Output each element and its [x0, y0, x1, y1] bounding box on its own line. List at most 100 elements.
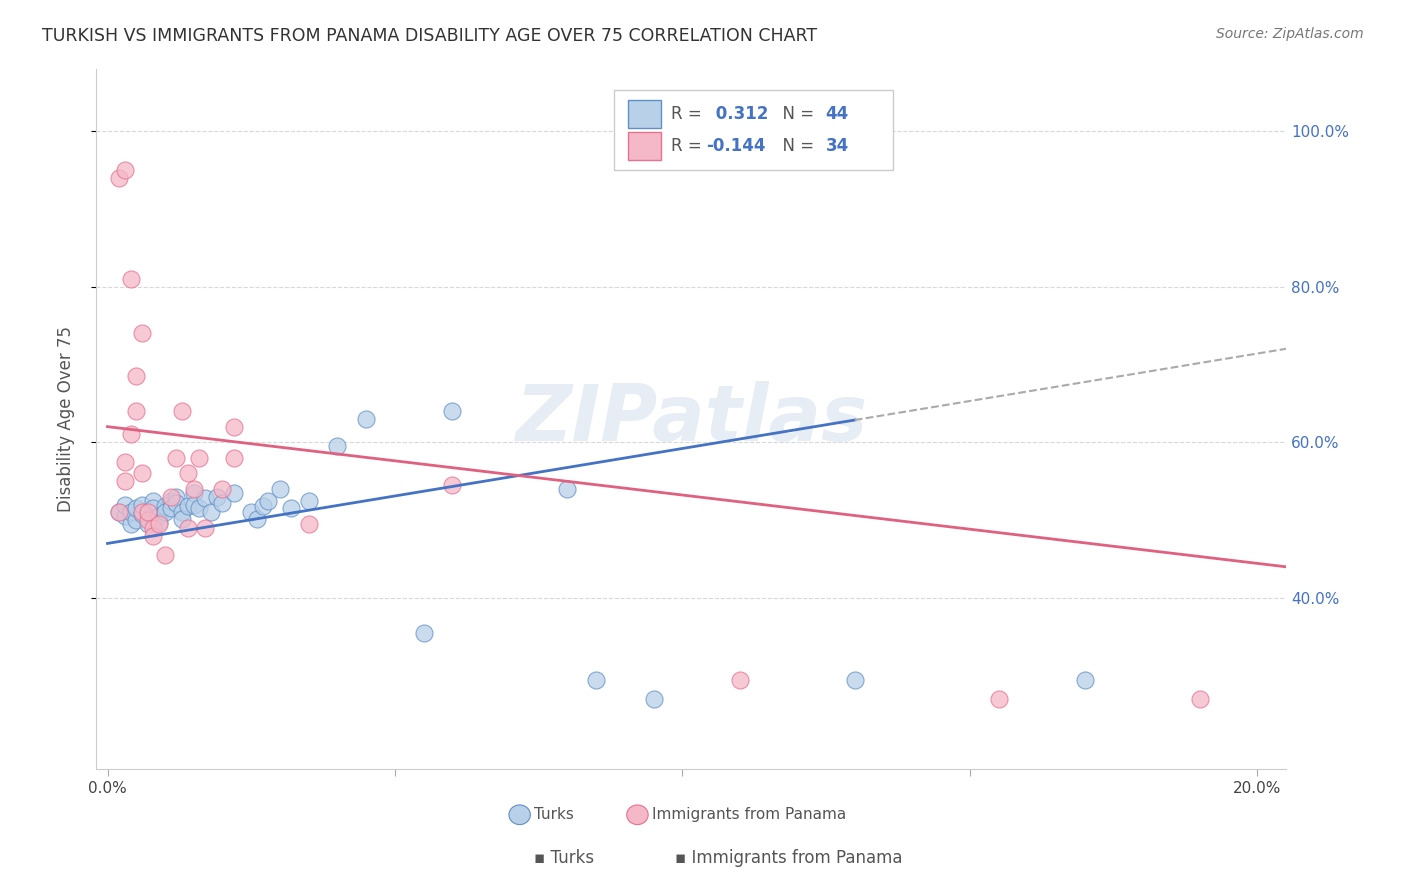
Point [136, 505, 159, 519]
Point [177, 467, 200, 481]
Point [1188, 692, 1211, 706]
Point [142, 529, 165, 543]
Point [298, 516, 321, 531]
Point [200, 505, 222, 519]
Point [136, 505, 159, 519]
Point [120, 505, 142, 519]
Point [159, 501, 181, 516]
Text: N =: N = [772, 136, 820, 154]
Point [136, 516, 159, 531]
Ellipse shape [627, 805, 648, 824]
Point [125, 369, 148, 384]
Text: 0.312: 0.312 [710, 105, 769, 123]
Point [108, 170, 131, 185]
Text: 34: 34 [825, 136, 849, 154]
Point [222, 450, 245, 465]
Point [257, 493, 280, 508]
Point [114, 162, 136, 177]
Text: ▪ Turks: ▪ Turks [534, 849, 595, 867]
Text: Turks: Turks [534, 807, 574, 822]
Point [142, 521, 165, 535]
Point [412, 626, 434, 640]
Point [166, 490, 188, 504]
Point [166, 450, 188, 465]
Point [125, 513, 148, 527]
Point [108, 505, 131, 519]
Text: Source: ZipAtlas.com: Source: ZipAtlas.com [1216, 27, 1364, 41]
Point [148, 509, 170, 524]
Point [183, 498, 205, 512]
Point [153, 505, 176, 519]
Point [246, 511, 269, 525]
Text: R =: R = [671, 105, 707, 123]
Point [222, 419, 245, 434]
Point [183, 482, 205, 496]
Point [269, 482, 291, 496]
Ellipse shape [509, 805, 530, 824]
Text: Immigrants from Panama: Immigrants from Panama [652, 807, 846, 822]
Point [166, 496, 188, 510]
Point [120, 516, 142, 531]
Point [177, 499, 200, 513]
Point [148, 515, 170, 529]
Point [354, 412, 377, 426]
Text: ZIPatlas: ZIPatlas [515, 381, 868, 457]
Point [142, 493, 165, 508]
Text: N =: N = [772, 105, 820, 123]
Point [194, 491, 217, 506]
Point [120, 427, 142, 442]
Point [131, 505, 153, 519]
Point [183, 486, 205, 500]
Point [131, 326, 153, 341]
Point [172, 404, 194, 418]
Point [114, 474, 136, 488]
Point [728, 673, 751, 687]
Point [125, 501, 148, 516]
Point [172, 511, 194, 525]
Point [211, 496, 233, 510]
Point [844, 673, 866, 687]
Point [114, 455, 136, 469]
Point [153, 499, 176, 513]
Point [643, 692, 665, 706]
Point [131, 467, 153, 481]
Point [211, 482, 233, 496]
Point [280, 501, 302, 516]
Point [441, 404, 464, 418]
Point [159, 493, 181, 508]
Point [557, 482, 579, 496]
Point [114, 498, 136, 512]
Point [120, 271, 142, 285]
Point [153, 548, 176, 562]
Point [108, 505, 131, 519]
Point [194, 521, 217, 535]
Bar [628, 132, 661, 160]
Point [131, 507, 153, 521]
Point [1074, 673, 1097, 687]
Point [172, 505, 194, 519]
Point [585, 673, 607, 687]
Point [131, 498, 153, 512]
Point [136, 513, 159, 527]
Text: R =: R = [671, 136, 707, 154]
Point [987, 692, 1010, 706]
Point [177, 521, 200, 535]
Point [148, 516, 170, 531]
Point [441, 478, 464, 492]
Point [125, 404, 148, 418]
Point [240, 505, 263, 519]
Point [188, 450, 211, 465]
Text: -0.144: -0.144 [706, 136, 766, 154]
Point [326, 439, 349, 453]
Point [222, 486, 245, 500]
Text: TURKISH VS IMMIGRANTS FROM PANAMA DISABILITY AGE OVER 75 CORRELATION CHART: TURKISH VS IMMIGRANTS FROM PANAMA DISABI… [42, 27, 817, 45]
Point [188, 501, 211, 516]
Text: ▪ Immigrants from Panama: ▪ Immigrants from Panama [675, 849, 903, 867]
Point [298, 493, 321, 508]
Point [159, 490, 181, 504]
Point [252, 499, 274, 513]
Point [114, 509, 136, 524]
Text: 44: 44 [825, 105, 849, 123]
Point [142, 501, 165, 516]
Point [205, 490, 228, 504]
